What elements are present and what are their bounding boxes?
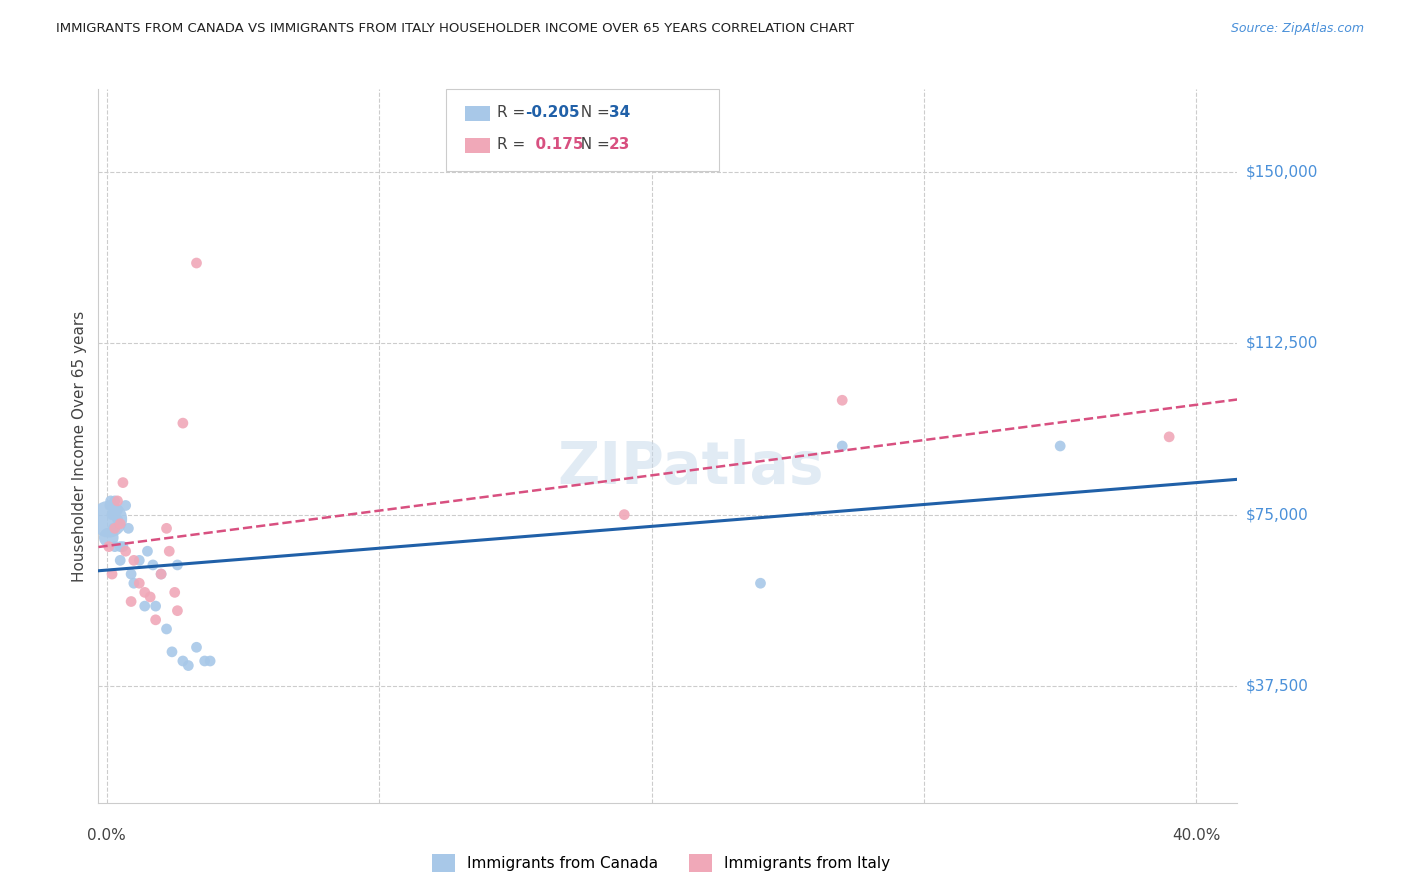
Point: [198, 654, 221, 668]
Text: N =: N =: [571, 105, 614, 120]
Text: ZIPatlas: ZIPatlas: [557, 439, 824, 496]
Point: [172, 416, 194, 430]
Point: [103, 521, 125, 535]
Point: [97, 531, 120, 545]
Point: [831, 439, 853, 453]
Point: [107, 512, 129, 526]
Text: $75,000: $75,000: [1246, 508, 1309, 522]
Point: [145, 613, 167, 627]
Point: [134, 599, 156, 613]
Point: [120, 594, 142, 608]
Point: [142, 558, 165, 572]
Point: [104, 521, 127, 535]
Point: [117, 521, 139, 535]
Point: [749, 576, 772, 591]
Point: [104, 494, 127, 508]
Point: [110, 540, 132, 554]
Point: [122, 553, 145, 567]
Point: [110, 516, 132, 531]
Point: [128, 576, 150, 591]
Point: [97, 540, 120, 554]
Point: [194, 654, 217, 668]
Point: [120, 567, 142, 582]
Text: 0.175: 0.175: [526, 137, 583, 153]
Point: [155, 521, 177, 535]
Point: [139, 590, 162, 604]
Point: [114, 544, 136, 558]
Point: [111, 540, 134, 554]
Point: [134, 585, 156, 599]
Text: 34: 34: [609, 105, 630, 120]
Point: [145, 599, 167, 613]
Point: [107, 494, 129, 508]
Text: 23: 23: [609, 137, 630, 153]
Text: $37,500: $37,500: [1246, 679, 1309, 694]
Point: [122, 576, 145, 591]
Point: [831, 393, 853, 408]
Point: [177, 658, 200, 673]
Point: [114, 499, 136, 513]
FancyBboxPatch shape: [446, 89, 718, 171]
Point: [100, 494, 122, 508]
Point: [155, 622, 177, 636]
Text: R =: R =: [498, 137, 530, 153]
Point: [186, 256, 208, 270]
Point: [163, 585, 186, 599]
Point: [101, 567, 124, 582]
Point: [110, 553, 132, 567]
Point: [150, 567, 173, 582]
Point: [136, 544, 159, 558]
Point: [1159, 430, 1181, 444]
Text: 40.0%: 40.0%: [1173, 828, 1220, 843]
Point: [128, 553, 150, 567]
Point: [157, 544, 180, 558]
Y-axis label: Householder Income Over 65 years: Householder Income Over 65 years: [72, 310, 87, 582]
Point: [186, 640, 208, 655]
Text: Source: ZipAtlas.com: Source: ZipAtlas.com: [1230, 22, 1364, 36]
Point: [104, 540, 127, 554]
Text: -0.205: -0.205: [526, 105, 581, 120]
Point: [172, 654, 194, 668]
Point: [98, 499, 121, 513]
Text: R =: R =: [498, 105, 530, 120]
Point: [160, 645, 183, 659]
Point: [97, 512, 120, 526]
Text: N =: N =: [571, 137, 614, 153]
Point: [166, 558, 188, 572]
Text: $150,000: $150,000: [1246, 164, 1317, 179]
Point: [1049, 439, 1071, 453]
FancyBboxPatch shape: [465, 105, 491, 121]
FancyBboxPatch shape: [465, 137, 491, 153]
Text: 0.0%: 0.0%: [87, 828, 127, 843]
Point: [101, 508, 124, 522]
Point: [107, 503, 129, 517]
Text: $112,500: $112,500: [1246, 335, 1317, 351]
Point: [111, 475, 134, 490]
Point: [150, 567, 173, 582]
Point: [613, 508, 636, 522]
Text: IMMIGRANTS FROM CANADA VS IMMIGRANTS FROM ITALY HOUSEHOLDER INCOME OVER 65 YEARS: IMMIGRANTS FROM CANADA VS IMMIGRANTS FRO…: [56, 22, 855, 36]
Point: [166, 604, 188, 618]
Legend: Immigrants from Canada, Immigrants from Italy: Immigrants from Canada, Immigrants from …: [425, 846, 897, 880]
